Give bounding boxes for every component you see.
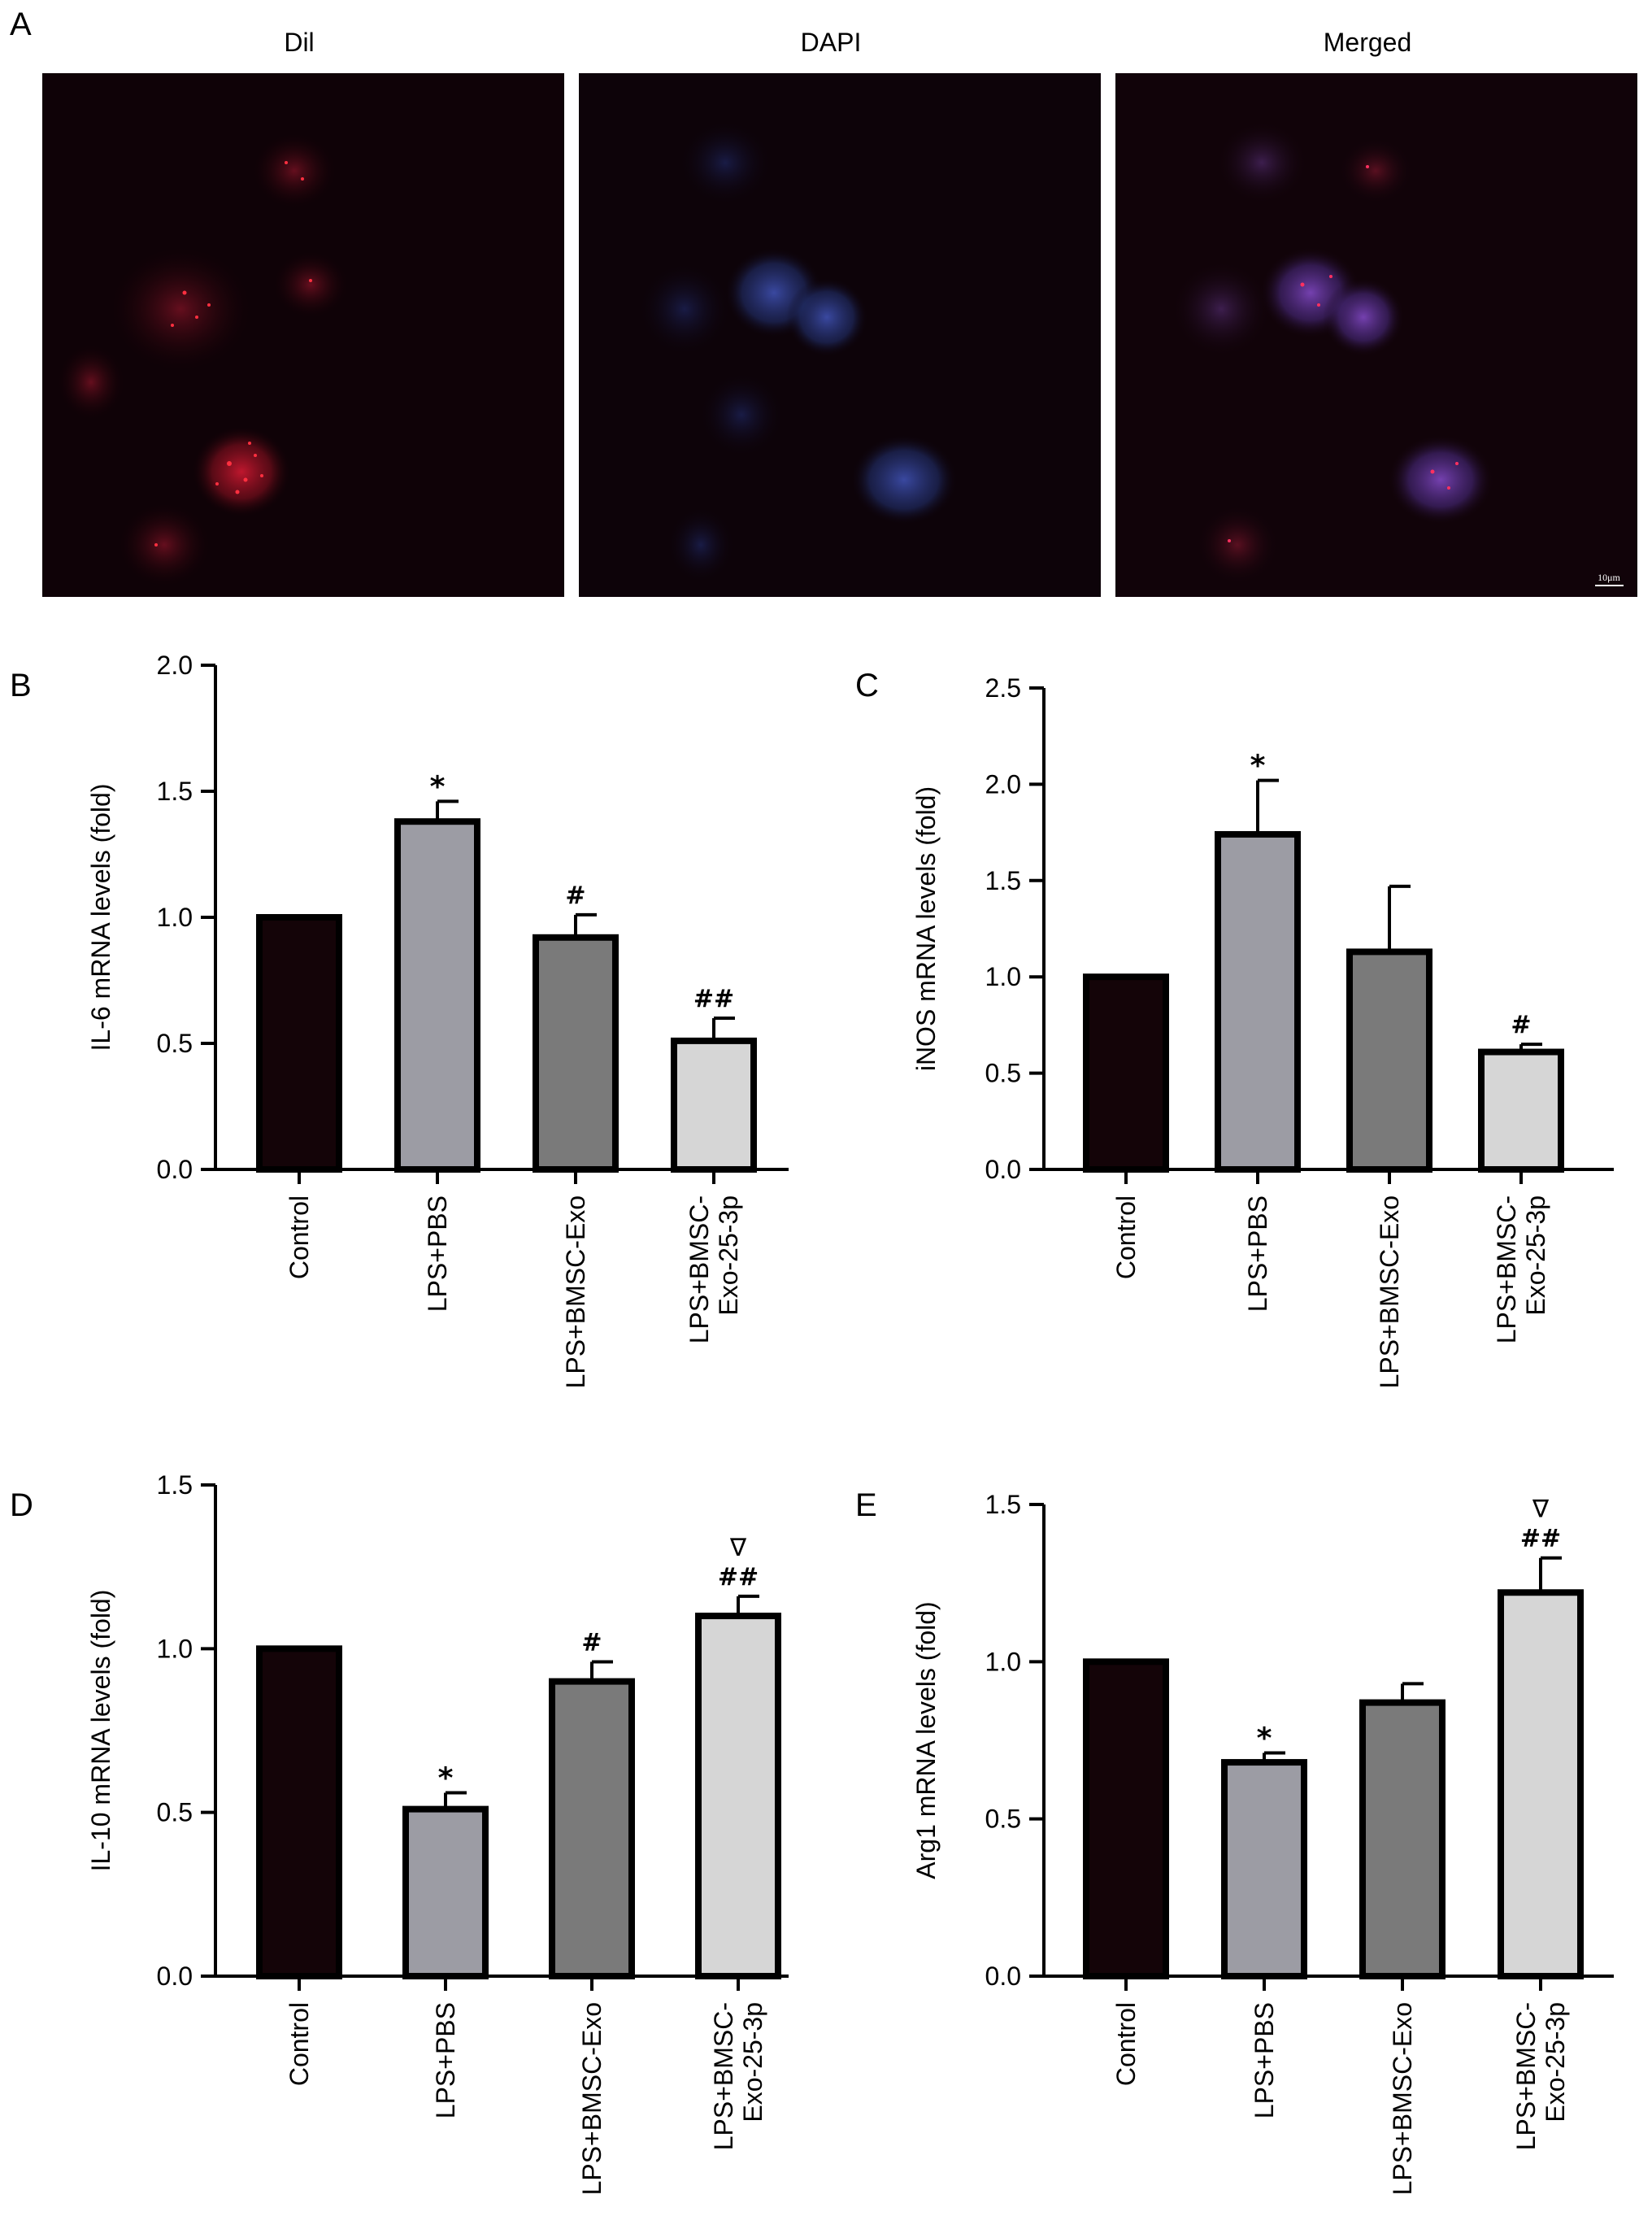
significance-mark-lps-bmsc-exo: # [565,882,585,910]
chart-b: B 0.0 0.5 1.0 1.5 2.0 IL-6 mRNA levels (fold) C… [10,651,789,1388]
y-tick-label: 1.0 [985,962,1021,991]
bar-lps-pbs [1215,830,1301,1173]
y-tick-label: 0.0 [985,1962,1021,1991]
category-label-lps-bmsc-exo-25-3p: Exo-25-3p [1541,2002,1570,2123]
y-tick-label: 2.5 [985,673,1021,703]
dil-title: Dil [284,28,315,57]
y-tick-label: 0.5 [157,1029,193,1058]
category-label-lps-pbs: LPS+PBS [431,2002,460,2118]
dil-micrograph [42,73,564,597]
merged-title: Merged [1323,28,1412,57]
category-label-lps-pbs: LPS+PBS [1250,2002,1279,2118]
bar-lps-pbs [402,1805,489,1979]
y-tick-label: 1.5 [985,866,1021,895]
merged-micrograph: 10μm [1115,73,1637,597]
y-axis-label: Arg1 mRNA levels (fold) [911,1601,941,1879]
significance-mark-lps-bmsc-exo-25-3p: ## [718,1563,759,1591]
y-tick-label: 0.0 [985,1155,1021,1184]
category-label-lps-bmsc-exo-25-3p: LPS+BMSC- [1492,1195,1521,1343]
y-tick-label: 0.0 [157,1962,193,1991]
y-tick-label: 0.5 [157,1798,193,1827]
category-label-control: Control [1111,1195,1141,1279]
significance-mark-lps-bmsc-exo-25-3p: ∇ [729,1534,747,1562]
bar-lps-bmsc-exo [533,934,619,1173]
y-tick-label: 0.5 [985,1805,1021,1834]
bar-control [1083,1658,1169,1980]
significance-mark-lps-pbs: * [1250,750,1266,783]
chart-e: E 0.0 0.5 1.0 1.5 Arg1 mRNA levels (fold) Cont… [855,1487,1614,2195]
bar-control [256,1645,342,1980]
bar-lps-bmsc-exo-25-3p [671,1037,757,1173]
bar-control [1083,973,1169,1173]
y-tick-label: 1.0 [157,903,193,932]
bar-lps-bmsc-exo [1359,1699,1446,1980]
panel-a-letter: A [10,7,32,42]
significance-mark-lps-pbs: * [430,770,446,803]
significance-mark-lps-bmsc-exo: # [581,1628,602,1657]
category-label-lps-bmsc-exo: LPS+BMSC-Exo [1375,1195,1404,1388]
panel-letter-e: E [855,1487,877,1523]
chart-c: C 0.0 0.5 1.0 1.5 2.0 2.5 iNOS mRNA levels (fol… [855,668,1614,1388]
y-tick-label: 1.5 [985,1490,1021,1519]
panel-letter-c: C [855,668,879,703]
y-axis-label: IL-6 mRNA levels (fold) [86,784,115,1052]
scale-bar-label: 10μm [1598,572,1620,583]
significance-mark-lps-bmsc-exo-25-3p: ## [1520,1525,1561,1553]
significance-mark-lps-pbs: * [438,1762,454,1796]
bar-lps-bmsc-exo-25-3p [695,1613,781,1979]
significance-mark-lps-bmsc-exo-25-3p: ∇ [1532,1496,1550,1524]
category-label-lps-pbs: LPS+PBS [423,1195,452,1312]
category-label-lps-bmsc-exo-25-3p: Exo-25-3p [714,1195,743,1316]
y-tick-label: 1.5 [157,777,193,806]
category-label-lps-bmsc-exo: LPS+BMSC-Exo [561,1195,590,1388]
y-tick-label: 2.0 [985,769,1021,799]
panel-letter-d: D [10,1487,33,1523]
chart-d: D 0.0 0.5 1.0 1.5 IL-10 mRNA levels (fold) Con… [10,1470,789,2195]
bar-lps-pbs [1221,1759,1307,1979]
significance-mark-lps-bmsc-exo-25-3p: ## [693,985,734,1013]
bar-lps-bmsc-exo [1346,948,1432,1173]
y-axis-label: iNOS mRNA levels (fold) [911,786,941,1071]
category-label-lps-pbs: LPS+PBS [1243,1195,1272,1312]
y-tick-label: 2.0 [157,651,193,680]
category-label-lps-bmsc-exo-25-3p: LPS+BMSC- [685,1195,714,1343]
dapi-micrograph [579,73,1101,597]
y-tick-label: 1.0 [157,1634,193,1663]
bar-lps-bmsc-exo-25-3p [1478,1048,1564,1173]
significance-mark-lps-pbs: * [1257,1722,1272,1755]
category-label-lps-bmsc-exo-25-3p: LPS+BMSC- [1511,2002,1541,2150]
significance-mark-lps-bmsc-exo-25-3p: # [1511,1011,1531,1039]
y-axis-label: IL-10 mRNA levels (fold) [86,1590,115,1872]
dapi-title: DAPI [800,28,862,57]
category-label-lps-bmsc-exo: LPS+BMSC-Exo [577,2002,606,2195]
category-label-control: Control [285,2002,314,2086]
category-label-lps-bmsc-exo-25-3p: Exo-25-3p [1521,1195,1550,1316]
category-label-lps-bmsc-exo: LPS+BMSC-Exo [1388,2002,1417,2195]
bar-lps-pbs [394,818,480,1173]
category-label-control: Control [285,1195,314,1279]
category-label-lps-bmsc-exo-25-3p: Exo-25-3p [738,2002,767,2123]
bar-lps-bmsc-exo-25-3p [1498,1589,1584,1980]
y-tick-label: 0.0 [157,1155,193,1184]
bar-control [256,914,342,1173]
category-label-lps-bmsc-exo-25-3p: LPS+BMSC- [709,2002,738,2150]
category-label-control: Control [1111,2002,1141,2086]
panel-letter-b: B [10,668,32,703]
y-tick-label: 1.5 [157,1470,193,1500]
bar-lps-bmsc-exo [549,1678,635,1980]
y-tick-label: 0.5 [985,1059,1021,1088]
y-tick-label: 1.0 [985,1647,1021,1676]
